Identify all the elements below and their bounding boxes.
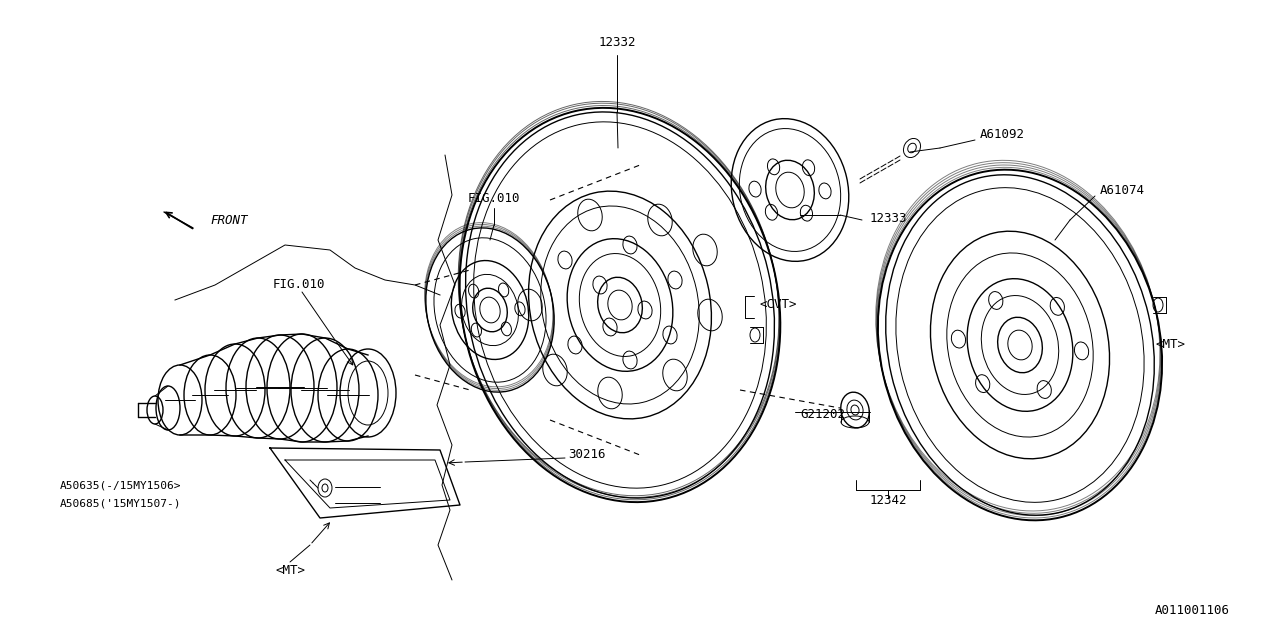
Text: 30216: 30216	[568, 449, 605, 461]
Text: <CVT>: <CVT>	[760, 298, 797, 312]
Text: A61074: A61074	[1100, 184, 1146, 196]
Text: <MT>: <MT>	[275, 563, 305, 577]
Text: 12342: 12342	[869, 493, 906, 506]
Text: <MT>: <MT>	[1155, 339, 1185, 351]
Text: A50635(-/15MY1506>: A50635(-/15MY1506>	[60, 480, 182, 490]
Text: 12333: 12333	[870, 211, 908, 225]
Text: A61092: A61092	[980, 129, 1025, 141]
Text: G21202: G21202	[800, 408, 845, 422]
Text: FIG.010: FIG.010	[467, 191, 520, 205]
Text: 12332: 12332	[598, 35, 636, 49]
Text: A011001106: A011001106	[1155, 604, 1230, 616]
Text: FRONT: FRONT	[210, 214, 247, 227]
Text: FIG.010: FIG.010	[273, 278, 325, 291]
Text: A50685('15MY1507-): A50685('15MY1507-)	[60, 498, 182, 508]
